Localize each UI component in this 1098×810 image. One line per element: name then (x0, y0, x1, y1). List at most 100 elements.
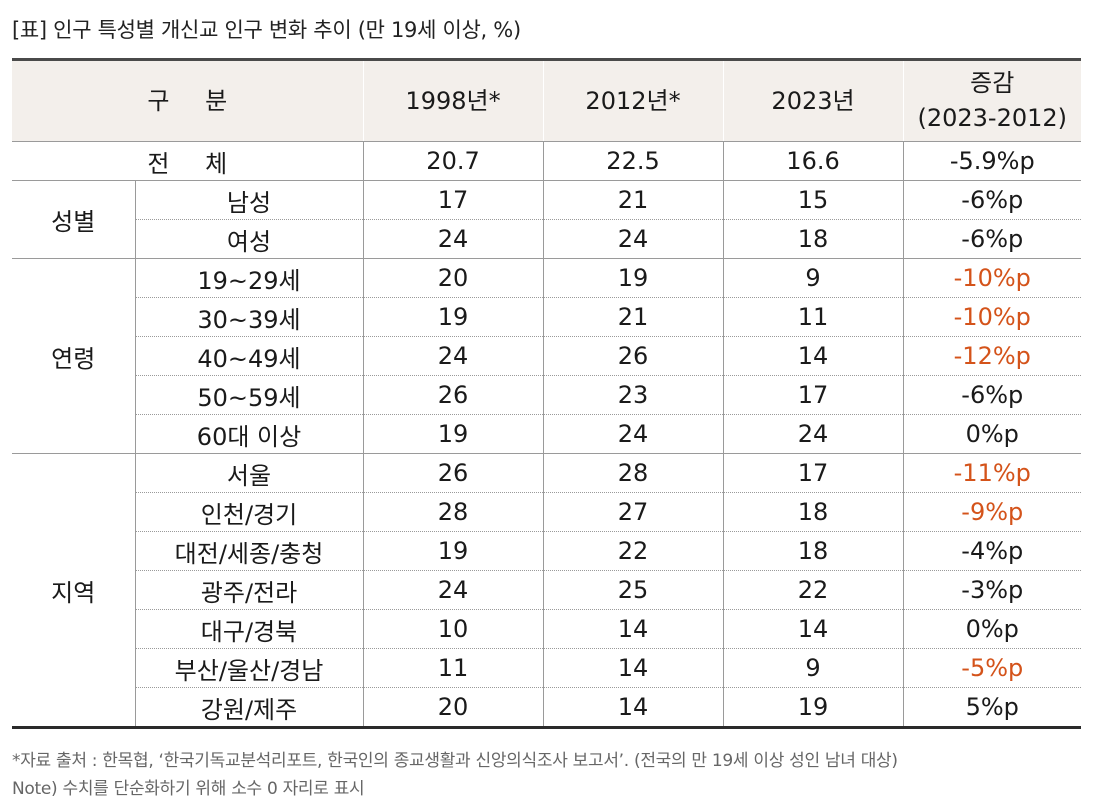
row-label: 40~49세 (135, 336, 364, 376)
table-row: 강원/제주 20 14 19 5%p (12, 687, 1082, 729)
value-2023: 17 (722, 453, 904, 493)
row-label: 30~39세 (135, 297, 364, 337)
value-2023: 9 (722, 648, 904, 688)
value-1998: 19 (362, 414, 544, 454)
value-1998: 28 (362, 492, 544, 532)
table-row: 대전/세종/충청 19 22 18 -4%p (12, 531, 1082, 571)
value-2012: 23 (542, 375, 724, 415)
table-row: 여성 24 24 18 -6%p (12, 219, 1082, 259)
table-header: 구 분 1998년* 2012년* 2023년 증감 (2023-2012) (12, 58, 1082, 142)
value-1998: 26 (362, 375, 544, 415)
value-2012: 27 (542, 492, 724, 532)
row-label: 부산/울산/경남 (135, 648, 364, 688)
header-category-label: 구 분 (147, 86, 242, 115)
table-row: 50~59세 26 23 17 -6%p (12, 375, 1082, 415)
value-2023: 19 (722, 687, 904, 729)
total-2012: 22.5 (542, 141, 724, 181)
header-change: 증감 (2023-2012) (902, 58, 1082, 142)
value-change: -11%p (902, 453, 1082, 493)
row-label: 광주/전라 (135, 570, 364, 610)
data-table: 구 분 1998년* 2012년* 2023년 증감 (2023-2012) 전… (12, 58, 1082, 729)
row-label: 19~29세 (134, 258, 364, 298)
table-row: 30~39세 19 21 11 -10%p (12, 297, 1082, 337)
value-2012: 25 (542, 570, 724, 610)
value-change: 0%p (902, 414, 1082, 454)
total-change: -5.9%p (902, 141, 1082, 181)
row-label: 대구/경북 (135, 609, 364, 649)
value-2012: 24 (542, 219, 724, 259)
value-change: -9%p (902, 492, 1082, 532)
value-2012: 14 (542, 609, 724, 649)
value-2023: 18 (722, 219, 904, 259)
value-1998: 20 (362, 687, 544, 729)
group-label: 연령 (12, 258, 136, 454)
data-table-container: 구 분 1998년* 2012년* 2023년 증감 (2023-2012) 전… (12, 58, 1082, 729)
value-2023: 24 (722, 414, 904, 454)
table-row: 지역 서울 26 28 17 -11%p (12, 453, 1082, 729)
value-2012: 19 (542, 258, 724, 298)
header-row: 구 분 1998년* 2012년* 2023년 증감 (2023-2012) (12, 58, 1082, 142)
row-label: 여성 (135, 219, 364, 259)
value-1998: 24 (362, 570, 544, 610)
table-row: 60대 이상 19 24 24 0%p (12, 414, 1082, 454)
value-change: -6%p (902, 180, 1082, 220)
value-2023: 14 (722, 609, 904, 649)
value-2012: 21 (542, 297, 724, 337)
header-1998: 1998년* (362, 58, 544, 142)
table-row: 성별 남성 17 21 15 -6%p (12, 180, 1082, 259)
row-label: 남성 (134, 180, 364, 220)
value-2023: 18 (722, 531, 904, 571)
row-label: 60대 이상 (135, 414, 364, 454)
total-1998: 20.7 (362, 141, 544, 181)
value-2012: 24 (542, 414, 724, 454)
header-2023: 2023년 (722, 58, 904, 142)
row-label: 강원/제주 (135, 687, 364, 729)
value-2023: 22 (722, 570, 904, 610)
row-label: 대전/세종/충청 (135, 531, 364, 571)
page-title: [표] 인구 특성별 개신교 인구 변화 추이 (만 19세 이상, %) (12, 18, 521, 42)
row-label: 50~59세 (135, 375, 364, 415)
value-2023: 15 (722, 180, 904, 220)
value-change: -5%p (902, 648, 1082, 688)
value-2012: 14 (542, 648, 724, 688)
footnote-note: Note) 수치를 단순화하기 위해 소수 0 자리로 표시 (12, 779, 365, 799)
table-row: 연령 19~29세 20 19 9 -10%p (12, 258, 1082, 454)
value-2012: 28 (542, 453, 724, 493)
header-change-title: 증감 (970, 69, 1015, 98)
footnote-source: *자료 출처 : 한목협, ‘한국기독교분석리포트, 한국인의 종교생활과 신앙… (12, 751, 898, 771)
value-change: 0%p (902, 609, 1082, 649)
row-label: 서울 (134, 453, 364, 493)
value-change: -12%p (902, 336, 1082, 376)
group-label: 성별 (12, 180, 136, 259)
value-2023: 18 (722, 492, 904, 532)
header-category: 구 분 (12, 58, 364, 142)
value-1998: 26 (362, 453, 544, 493)
row-label: 인천/경기 (135, 492, 364, 532)
value-change: -6%p (902, 375, 1082, 415)
value-2023: 11 (722, 297, 904, 337)
value-2012: 26 (542, 336, 724, 376)
value-change: -6%p (902, 219, 1082, 259)
value-change: -3%p (902, 570, 1082, 610)
total-2023: 16.6 (722, 141, 904, 181)
header-2012: 2012년* (542, 58, 724, 142)
group-label: 지역 (12, 453, 136, 729)
value-2012: 22 (542, 531, 724, 571)
total-label-text: 전 체 (147, 149, 242, 178)
value-1998: 19 (362, 297, 544, 337)
total-label: 전 체 (12, 141, 364, 181)
value-1998: 24 (362, 336, 544, 376)
value-1998: 10 (362, 609, 544, 649)
table-row: 광주/전라 24 25 22 -3%p (12, 570, 1082, 610)
value-1998: 11 (362, 648, 544, 688)
value-1998: 24 (362, 219, 544, 259)
value-2012: 21 (542, 180, 724, 220)
total-row: 전 체 20.7 22.5 16.6 -5.9%p (12, 141, 1082, 181)
value-2023: 14 (722, 336, 904, 376)
value-change: -10%p (902, 258, 1082, 298)
table-row: 부산/울산/경남 11 14 9 -5%p (12, 648, 1082, 688)
table-row: 40~49세 24 26 14 -12%p (12, 336, 1082, 376)
value-change: -4%p (902, 531, 1082, 571)
value-1998: 20 (362, 258, 544, 298)
table-body: 전 체 20.7 22.5 16.6 -5.9%p 성별 남성 17 21 15 -6%p… (12, 141, 1082, 729)
